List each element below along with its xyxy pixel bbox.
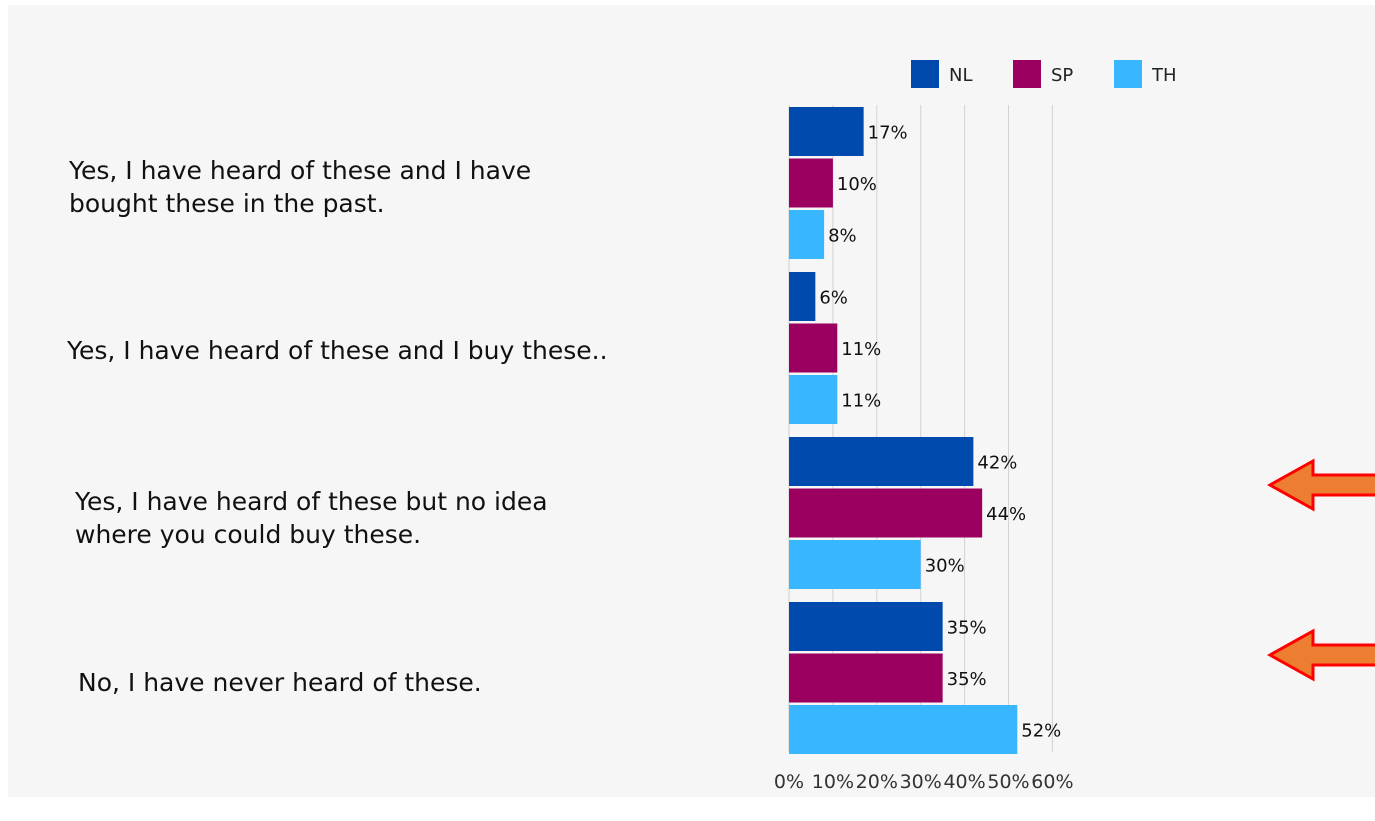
bar-value-label: 42% (977, 453, 1017, 474)
bar-value-label: 44% (986, 504, 1026, 525)
bar-nl (789, 272, 816, 321)
bar-value-label: 30% (925, 556, 965, 577)
bar-nl (789, 107, 864, 156)
bar-th (789, 540, 921, 589)
x-tick-label: 50% (987, 771, 1029, 793)
bar-value-label: 35% (947, 669, 987, 690)
bar-sp (789, 488, 983, 538)
bar-nl (789, 602, 943, 651)
bar-th (789, 210, 825, 259)
x-tick-label: 0% (774, 771, 804, 793)
bar-sp (789, 158, 833, 208)
bar-value-label: 11% (841, 339, 881, 360)
x-tick-label: 60% (1031, 771, 1073, 793)
bar-th (789, 705, 1018, 754)
x-tick-label: 40% (943, 771, 985, 793)
arrow-left-icon (1266, 628, 1375, 682)
bar-value-label: 17% (868, 123, 908, 144)
x-tick-label: 30% (900, 771, 942, 793)
bar-nl (789, 437, 974, 486)
legend-swatch-nl (911, 60, 939, 88)
category-label-1: Yes, I have heard of these and I buy the… (67, 336, 608, 365)
bar-th (789, 375, 838, 424)
bar-value-label: 11% (841, 391, 881, 412)
legend-label-th: TH (1151, 65, 1177, 86)
bar-sp (789, 653, 943, 703)
legend-label-sp: SP (1051, 65, 1073, 86)
bar-value-label: 10% (837, 174, 877, 195)
bar-value-label: 35% (947, 618, 987, 639)
bar-value-label: 52% (1021, 721, 1061, 742)
legend-swatch-sp (1013, 60, 1041, 88)
bar-value-label: 6% (819, 288, 848, 309)
bar-sp (789, 323, 838, 373)
chart-panel (8, 5, 1375, 797)
arrow-left-icon (1266, 458, 1375, 512)
legend-swatch-th (1114, 60, 1142, 88)
legend-label-nl: NL (949, 65, 973, 86)
x-tick-label: 20% (856, 771, 898, 793)
category-label-0: Yes, I have heard of these and I have bo… (69, 156, 532, 218)
x-tick-label: 10% (812, 771, 854, 793)
category-label-3: No, I have never heard of these. (78, 668, 482, 697)
bar-value-label: 8% (828, 226, 857, 247)
category-label-2: Yes, I have heard of these but no idea w… (75, 487, 548, 549)
